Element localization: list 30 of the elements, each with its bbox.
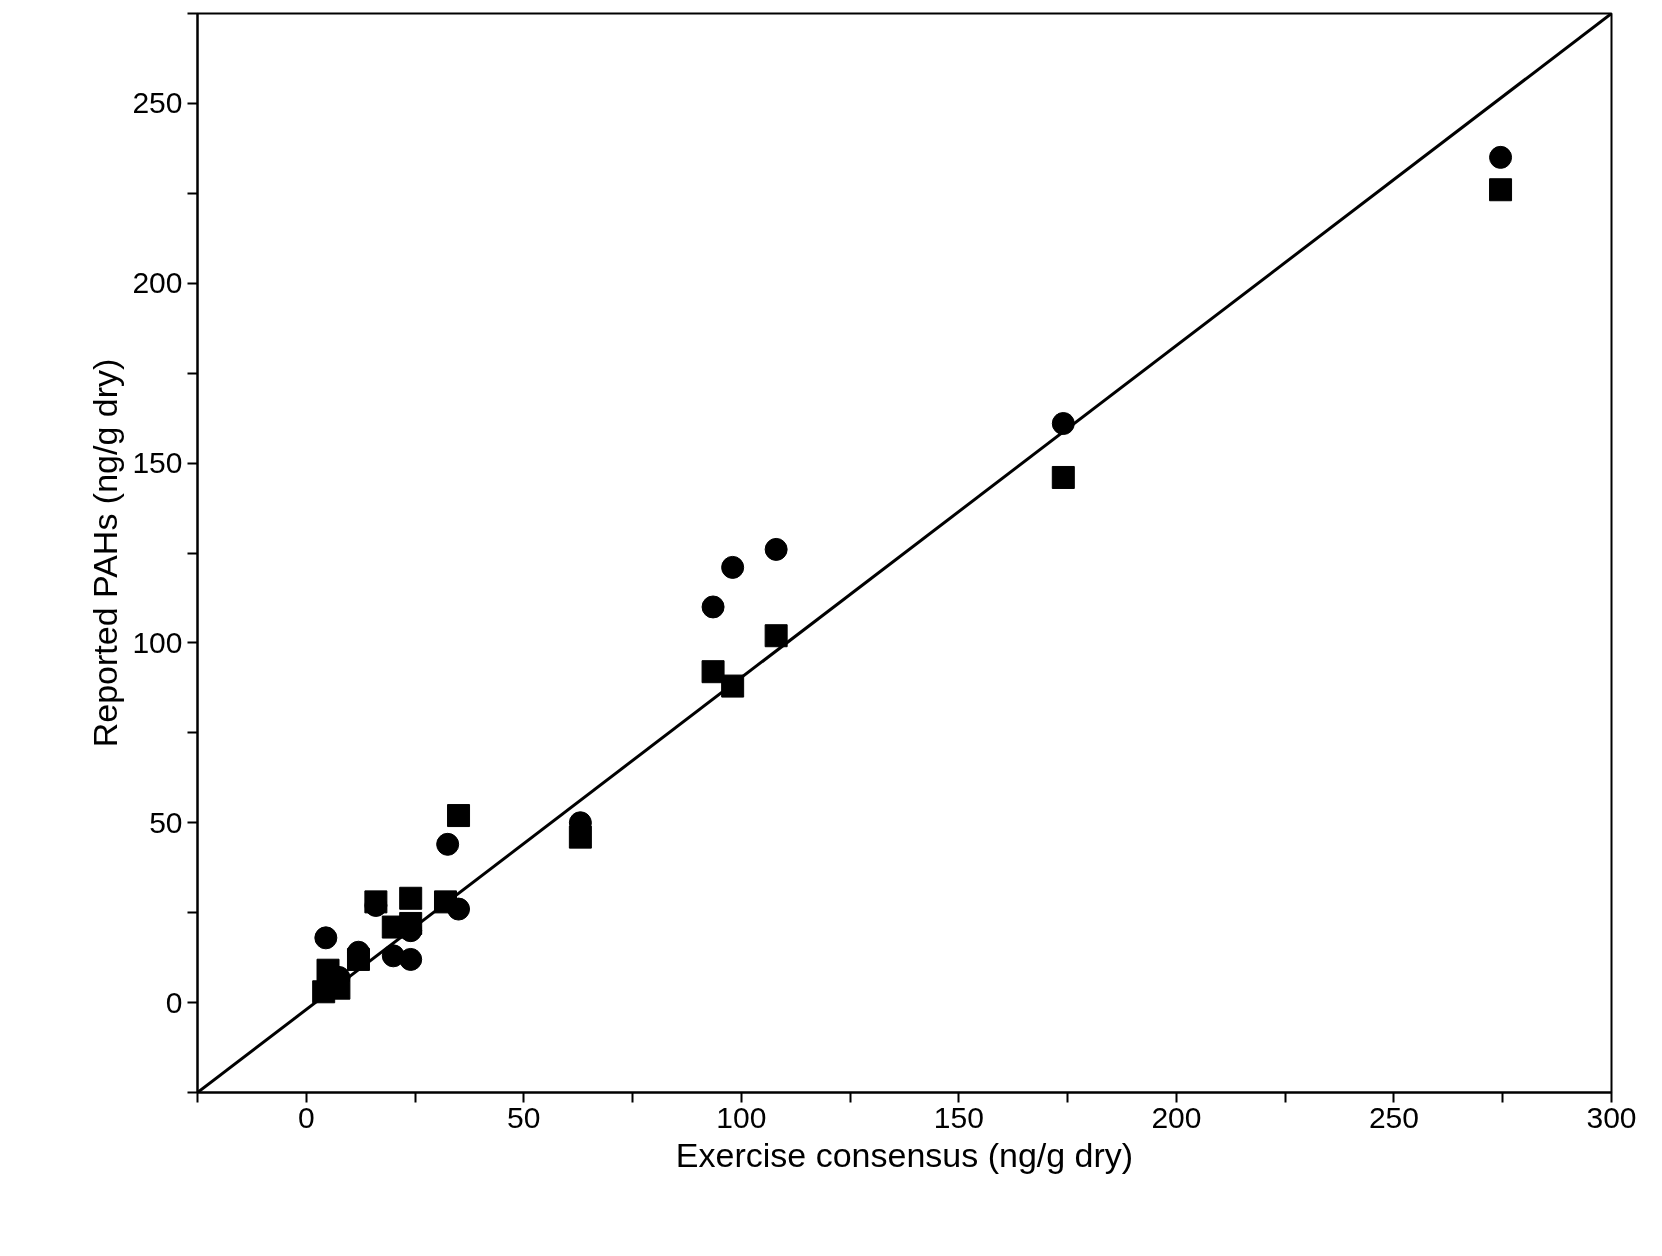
y-axis-title: Reported PAHs (ng/g dry) [86,358,125,748]
point [436,832,460,856]
x-tick-label: 50 [507,1100,541,1134]
point [1051,465,1075,489]
y-tick-label: 0 [165,985,183,1019]
x-tick-label: 300 [1586,1100,1637,1134]
x-tick-label: 150 [933,1100,984,1134]
point [764,624,788,648]
point [701,660,725,684]
point [1489,145,1513,169]
point [399,947,423,971]
point [701,595,725,619]
point [764,537,788,561]
x-tick-label: 0 [297,1100,315,1134]
point [447,804,471,828]
point [721,555,745,579]
y-tick-label: 100 [132,625,183,659]
point [314,926,338,950]
x-tick-label: 100 [716,1100,767,1134]
point [399,886,423,910]
y-tick-label: 200 [132,266,183,300]
y-tick-label: 250 [132,86,183,120]
y-tick-label: 150 [132,446,183,480]
x-tick-label: 250 [1368,1100,1419,1134]
point [1051,412,1075,435]
x-axis-title: Exercise consensus (ng/g dry) [675,1135,1134,1174]
x-tick-label: 200 [1151,1100,1202,1134]
point [447,897,471,921]
y-tick-label: 50 [149,805,183,839]
point [1489,178,1513,202]
